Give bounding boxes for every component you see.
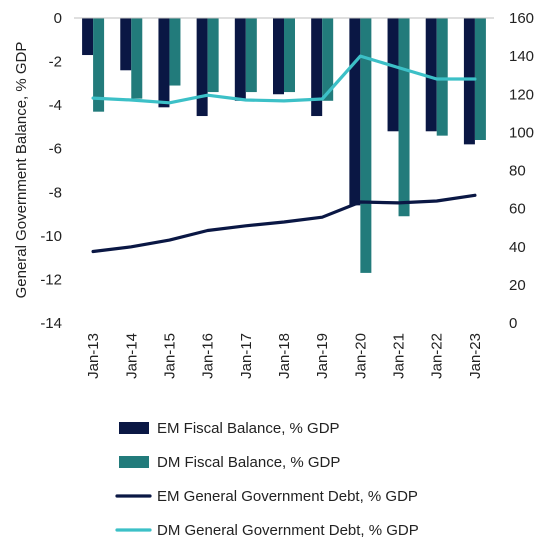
bar-dm-fiscal-balance	[207, 18, 219, 93]
left-tick-label: -14	[40, 315, 62, 332]
right-axis-ticks: 160 140 120 100 80 60 40 20 0	[509, 10, 534, 332]
line-em-government-debt	[91, 193, 477, 254]
x-tick-label: Jan-16	[200, 333, 217, 379]
bar-em-fiscal-balance	[463, 18, 475, 145]
lines	[91, 54, 477, 254]
bar-em-fiscal-balance	[196, 18, 208, 117]
bar-em-fiscal-balance	[82, 18, 94, 56]
bar-dm-fiscal-balance	[398, 18, 410, 217]
legend-label: DM General Government Debt, % GDP	[157, 522, 419, 539]
right-tick-label: 100	[509, 124, 534, 141]
left-tick-label: -12	[40, 271, 62, 288]
y-axis-title: General Government Balance, % GDP	[13, 42, 30, 299]
x-tick-label: Jan-13	[85, 333, 102, 379]
bar-em-fiscal-balance	[158, 18, 170, 108]
legend-label: EM Fiscal Balance, % GDP	[157, 420, 340, 437]
right-tick-label: 0	[509, 315, 517, 332]
left-tick-label: -8	[49, 184, 62, 201]
right-tick-label: 80	[509, 163, 526, 180]
bar-em-fiscal-balance	[349, 18, 361, 206]
x-tick-label: Jan-19	[314, 333, 331, 379]
right-tick-label: 120	[509, 86, 534, 103]
bar-dm-fiscal-balance	[322, 18, 334, 101]
bar-em-fiscal-balance	[273, 18, 284, 95]
bar-em-fiscal-balance	[387, 18, 399, 132]
right-tick-label: 40	[509, 239, 526, 256]
bar-dm-fiscal-balance	[284, 18, 295, 93]
left-tick-label: -10	[40, 228, 62, 245]
bar-dm-fiscal-balance	[436, 18, 448, 136]
legend: EM Fiscal Balance, % GDP DM Fiscal Balanc…	[115, 420, 419, 539]
x-tick-label: Jan-23	[467, 333, 484, 379]
bar-dm-fiscal-balance	[131, 18, 143, 99]
left-axis-ticks: 0 -2 -4 -6 -8 -10 -12 -14	[40, 10, 62, 332]
x-tick-label: Jan-18	[276, 333, 293, 379]
right-tick-label: 140	[509, 48, 534, 65]
left-tick-label: -2	[49, 54, 62, 71]
right-tick-label: 160	[509, 10, 534, 27]
left-tick-label: -4	[49, 97, 62, 114]
x-tick-label: Jan-14	[123, 333, 140, 379]
bar-em-fiscal-balance	[425, 18, 437, 132]
left-tick-label: -6	[49, 141, 62, 158]
bars	[82, 18, 486, 273]
right-tick-label: 60	[509, 201, 526, 218]
x-tick-label: Jan-21	[391, 333, 408, 379]
right-tick-label: 20	[509, 277, 526, 294]
line-dm-government-debt	[91, 54, 477, 105]
bar-em-fiscal-balance	[120, 18, 132, 71]
x-axis-ticks: Jan-13 Jan-14 Jan-15 Jan-16 Jan-17 Jan-18 Jan-…	[85, 333, 484, 379]
legend-label: EM General Government Debt, % GDP	[157, 488, 418, 505]
left-tick-label: 0	[54, 10, 62, 27]
x-tick-label: Jan-15	[162, 333, 179, 379]
bar-dm-fiscal-balance	[245, 18, 257, 93]
bar-dm-fiscal-balance	[93, 18, 105, 112]
bar-em-fiscal-balance	[311, 18, 323, 117]
bar-em-fiscal-balance	[234, 18, 246, 101]
legend-label: DM Fiscal Balance, % GDP	[157, 454, 340, 471]
legend-swatch	[119, 456, 149, 468]
legend-swatch	[119, 422, 149, 434]
x-tick-label: Jan-17	[238, 333, 255, 379]
bar-dm-fiscal-balance	[474, 18, 486, 140]
bar-dm-fiscal-balance	[360, 18, 372, 273]
bar-dm-fiscal-balance	[169, 18, 181, 86]
x-tick-label: Jan-22	[429, 333, 446, 379]
x-tick-label: Jan-20	[352, 333, 369, 379]
